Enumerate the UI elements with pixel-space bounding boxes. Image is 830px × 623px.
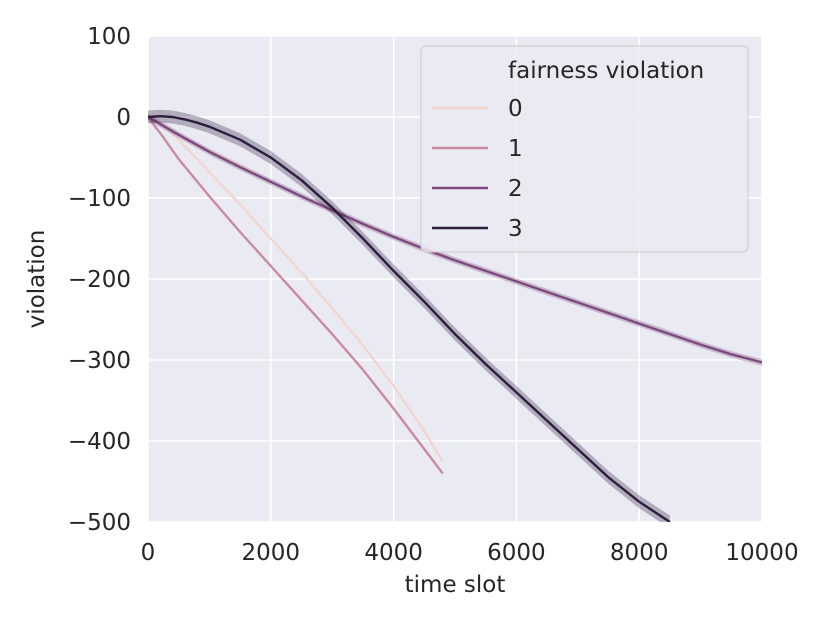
legend-item-3: 3 — [432, 216, 523, 242]
x-tick-label: 2000 — [242, 540, 301, 566]
y-axis-label: violation — [24, 230, 50, 329]
x-tick-label: 6000 — [487, 540, 546, 566]
series-layer — [148, 109, 762, 522]
y-tick-label: −300 — [68, 348, 131, 374]
legend-label: 3 — [508, 216, 523, 242]
grid — [147, 35, 763, 523]
series-line-2 — [148, 115, 762, 364]
x-axis-label: time slot — [405, 572, 506, 598]
series-1 — [148, 115, 444, 476]
legend-label: 1 — [508, 136, 523, 162]
legend-label: 2 — [508, 176, 523, 202]
y-tick-label: −100 — [68, 186, 131, 212]
series-3 — [148, 109, 671, 522]
y-tick-label: −200 — [68, 267, 131, 293]
y-tick-label: 0 — [116, 105, 131, 131]
x-tick-label: 4000 — [364, 540, 423, 566]
legend-item-1: 1 — [432, 136, 523, 162]
x-tick-label: 10000 — [725, 540, 798, 566]
series-2 — [148, 113, 762, 366]
series-line-1 — [148, 116, 444, 475]
y-tick-label: −400 — [68, 429, 131, 455]
legend-title: fairness violation — [508, 58, 704, 84]
legend-box — [420, 45, 749, 253]
x-tick-label: 0 — [141, 540, 156, 566]
y-tick-label: 100 — [87, 24, 131, 50]
series-band-3 — [148, 109, 670, 522]
x-tick-label: 8000 — [610, 540, 669, 566]
y-tick-label: −500 — [68, 510, 131, 536]
series-0 — [148, 115, 444, 463]
legend-label: 0 — [508, 96, 523, 122]
series-line-0 — [148, 115, 444, 462]
tick-labels: 0 2000 4000 6000 8000 10000 100 0 −100 −200 −300 −4… — [68, 24, 799, 566]
legend: fairness violation 0 1 2 3 — [420, 45, 749, 253]
series-line-3 — [148, 114, 671, 522]
legend-item-2: 2 — [432, 176, 523, 202]
legend-item-0: 0 — [432, 96, 523, 122]
